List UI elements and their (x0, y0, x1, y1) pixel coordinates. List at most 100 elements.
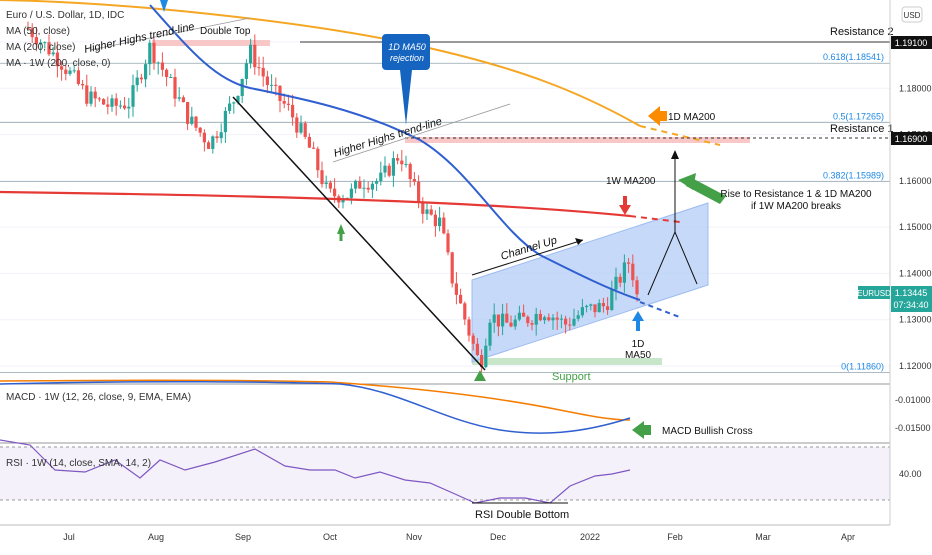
candle-body-52 (244, 63, 248, 79)
channel-up-arrow (471, 239, 584, 276)
candle-body-25 (131, 85, 135, 107)
double-top-label: Double Top (200, 26, 251, 37)
time-label-mar: Mar (755, 532, 771, 542)
rsi-double-bottom-label: RSI Double Bottom (475, 509, 569, 521)
blue-up-arrow-ma50-stem (636, 320, 640, 331)
candle-body-93 (417, 181, 421, 202)
candle-body-40 (194, 116, 198, 128)
red-down-arrow-1w-ma200 (619, 205, 631, 215)
candle-body-100 (446, 233, 450, 253)
candle-body-65 (299, 123, 303, 133)
macd-line[interactable] (0, 380, 631, 434)
candle-body-11 (72, 70, 76, 72)
candle-body-124 (547, 317, 551, 321)
time-axis[interactable]: Jul Aug Sep Oct Nov Dec 2022 Feb Mar Apr (63, 532, 855, 542)
higher-highs-line-1[interactable] (89, 17, 251, 51)
candle-body-90 (404, 163, 408, 165)
candle-body-19 (106, 104, 110, 107)
currency-button[interactable] (901, 6, 923, 23)
higher-highs-line-2[interactable] (332, 103, 511, 163)
candle-body-131 (576, 315, 580, 319)
candle-body-44 (211, 136, 215, 149)
resistance-2-label: Resistance 2 (830, 26, 894, 38)
candle-body-33 (165, 69, 169, 78)
time-label-oct: Oct (323, 532, 338, 542)
time-label-nov: Nov (406, 532, 423, 542)
macd-cross-label: MACD Bullish Cross (662, 426, 753, 437)
candle-body-16 (93, 91, 97, 99)
candle-body-17 (97, 98, 101, 100)
indicator-ma200-legend[interactable]: MA (200, close) (6, 42, 75, 53)
candle-body-96 (429, 209, 433, 215)
candle-body-99 (442, 217, 446, 234)
price-tick-4: 1.15000 (899, 222, 932, 232)
candle-body-94 (421, 201, 425, 214)
callout-line-1: 1D MA50 (388, 42, 426, 52)
candle-body-61 (282, 100, 286, 104)
candle-body-42 (202, 132, 206, 143)
candle-body-88 (396, 158, 400, 161)
candle-body-18 (102, 99, 106, 105)
candle-body-110 (488, 322, 492, 346)
indicator-ma200w-legend[interactable]: MA · 1W (200, close, 0) (6, 58, 110, 69)
candle-body-66 (303, 123, 307, 137)
rsi-line[interactable] (0, 439, 631, 504)
macd-signal-line[interactable] (0, 379, 631, 421)
candle-body-139 (610, 289, 614, 310)
candle-body-105 (467, 319, 471, 336)
candle-body-31 (156, 62, 160, 64)
fib-label-2: 0.382(1.15989) (823, 170, 884, 180)
symbol-title[interactable]: Euro / U.S. Dollar, 1D, IDC (6, 10, 124, 21)
ma-1w-200-line[interactable] (0, 190, 631, 218)
candle-body-43 (207, 142, 211, 149)
time-label-sep: Sep (235, 532, 251, 542)
candle-body-57 (265, 76, 269, 86)
resistance-2-badge-text: 1.19100 (895, 38, 928, 48)
ma50-rejection-callout (382, 34, 430, 125)
candle-body-14 (85, 85, 89, 104)
candle-body-2 (34, 37, 38, 45)
currency-label: USD (904, 11, 921, 20)
candle-body-106 (471, 335, 475, 344)
candle-body-80 (362, 187, 366, 189)
green-up-arrow-support (474, 370, 486, 381)
resistance-2-badge (891, 36, 932, 49)
rise-label-2: if 1W MA200 breaks (751, 201, 841, 212)
macd-tick-0: -0.01000 (895, 395, 931, 405)
resistance-1-zone (405, 137, 750, 143)
macd-pane (0, 379, 631, 434)
macd-title[interactable]: MACD · 1W (12, 26, close, 9, EMA, EMA) (6, 392, 191, 403)
price-tick-6: 1.13000 (899, 315, 932, 325)
candle-body-27 (139, 77, 143, 80)
candle-body-78 (354, 180, 358, 189)
indicator-ma50-legend[interactable]: MA (50, close) (6, 26, 70, 37)
candle-body-72 (328, 182, 332, 189)
descending-trendline[interactable] (232, 96, 486, 371)
orange-left-arrow (648, 106, 660, 126)
candle-body-70 (320, 170, 324, 185)
channel-up[interactable] (471, 202, 709, 363)
ma-50-line[interactable] (149, 4, 641, 301)
green-up-arrow-oct-stem (339, 233, 343, 241)
candle-body-81 (366, 187, 370, 190)
candle-body-55 (257, 67, 261, 69)
candle-body-49 (232, 102, 236, 104)
callout-line-2: rejection (390, 53, 424, 63)
candle-body-120 (530, 323, 534, 325)
rise-label-1: Rise to Resistance 1 & 1D MA200 (720, 189, 872, 200)
candle-body-39 (190, 116, 194, 124)
candle-body-129 (568, 324, 572, 326)
candle-body-102 (454, 283, 458, 295)
double-top-zone (152, 40, 270, 46)
candle-body-111 (492, 314, 496, 323)
orange-left-arrow-stem (659, 111, 667, 121)
candle-body-122 (538, 313, 542, 321)
candle-body-45 (215, 136, 219, 139)
candle-body-69 (316, 148, 320, 171)
rsi-title[interactable]: RSI · 1W (14, close, SMA, 14, 2) (6, 458, 151, 469)
candle-body-101 (450, 252, 454, 284)
candle-body-85 (383, 165, 387, 173)
time-label-feb: Feb (667, 532, 683, 542)
candle-body-36 (177, 97, 181, 99)
